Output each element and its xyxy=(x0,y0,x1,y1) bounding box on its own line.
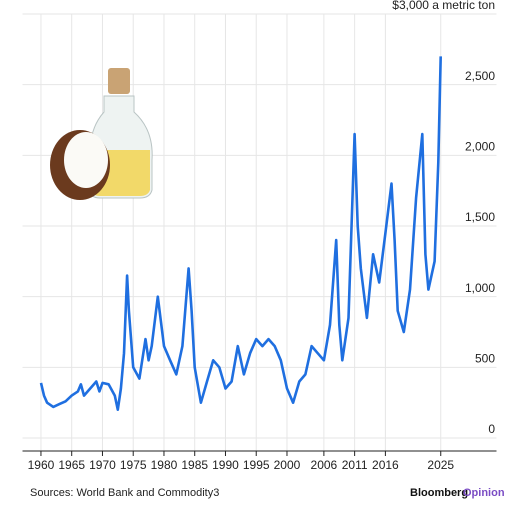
x-tick-label: 1980 xyxy=(151,458,178,472)
y-tick-label: 2,000 xyxy=(465,140,495,154)
x-tick-label: 1975 xyxy=(120,458,147,472)
y-tick-label: 0 xyxy=(488,422,495,436)
x-tick-label: 1990 xyxy=(212,458,239,472)
y-tick-label: 2,500 xyxy=(465,69,495,83)
illustration xyxy=(50,68,153,200)
x-tick-label: 1995 xyxy=(243,458,270,472)
x-tick-label: 2016 xyxy=(372,458,399,472)
axes: 0 500 1,000 1,500 2,000 2,500 $3,000 a metric … xyxy=(22,0,497,472)
line-series xyxy=(39,56,442,411)
x-tick-label: 1970 xyxy=(89,458,116,472)
y-tick-label: 1,000 xyxy=(465,281,495,295)
y-tick-label: 500 xyxy=(475,352,495,366)
y-tick-label: $3,000 a metric ton xyxy=(392,0,495,12)
brand-sub: Opinion xyxy=(463,487,505,499)
x-tick-label: 2025 xyxy=(427,458,454,472)
x-tick-label: 2006 xyxy=(311,458,338,472)
x-tick-label: 2000 xyxy=(274,458,301,472)
x-tick-label: 1965 xyxy=(58,458,85,472)
y-tick-label: 1,500 xyxy=(465,210,495,224)
x-tick-label: 1985 xyxy=(181,458,208,472)
brand: Bloomberg xyxy=(410,487,468,499)
x-tick-label: 2011 xyxy=(342,458,368,472)
x-tick-label: 1960 xyxy=(28,458,55,472)
source: Sources: World Bank and Commodity3 xyxy=(30,487,219,499)
